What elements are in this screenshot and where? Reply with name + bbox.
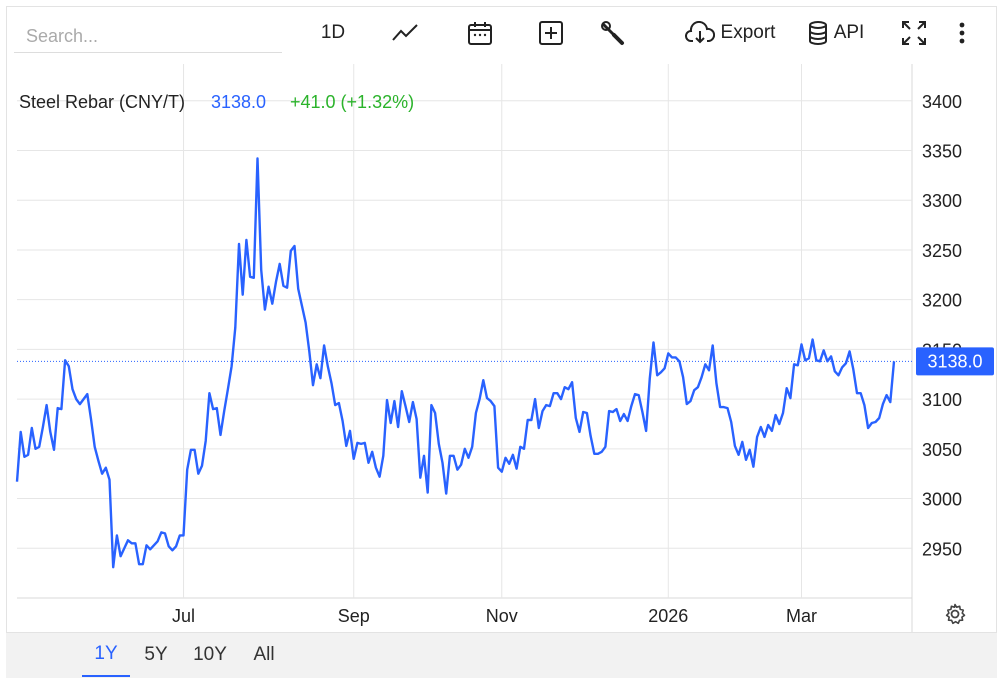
price-line — [15, 157, 896, 569]
x-tick-label: Mar — [786, 606, 817, 626]
api-label: API — [833, 22, 865, 43]
y-tick-label: 3300 — [922, 191, 962, 211]
gear-icon — [945, 603, 966, 625]
y-axis: 2950300030503100315032003250330033503400 — [922, 92, 962, 559]
indicators-button[interactable] — [594, 14, 632, 52]
export-button[interactable]: Export — [680, 14, 780, 52]
y-tick-label: 3100 — [922, 390, 962, 410]
chart-type-button[interactable] — [384, 14, 426, 52]
interval-button[interactable]: 1D — [312, 14, 354, 52]
range-1y[interactable]: 1Y — [82, 633, 130, 677]
range-10y[interactable]: 10Y — [193, 644, 227, 665]
fullscreen-icon — [902, 21, 926, 45]
legend: Steel Rebar (CNY/T) 3138.0 +41.0 (+1.32%… — [19, 92, 414, 112]
y-tick-label: 3200 — [922, 291, 962, 311]
y-tick-label: 3350 — [922, 142, 962, 162]
range-all[interactable]: All — [253, 644, 275, 665]
wrench-icon — [601, 21, 624, 45]
y-tick-label: 3400 — [922, 92, 962, 112]
x-tick-label: Nov — [486, 606, 518, 626]
y-tick-label: 2950 — [922, 539, 962, 559]
x-tick-label: 2026 — [648, 606, 688, 626]
more-button[interactable] — [950, 14, 974, 52]
range-bar: 1Y 5Y 10Y All — [6, 632, 997, 678]
line-chart-icon — [392, 24, 418, 41]
legend-symbol: Steel Rebar (CNY/T) — [19, 92, 185, 112]
last-price-tag-label: 3138.0 — [927, 351, 982, 371]
compare-add-icon — [539, 21, 563, 45]
more-vertical-icon — [959, 22, 965, 44]
interval-label: 1D — [320, 22, 346, 43]
fullscreen-button[interactable] — [896, 14, 932, 52]
chart-grid — [17, 64, 913, 632]
database-icon — [808, 21, 827, 45]
legend-last-value: 3138.0 — [211, 92, 266, 112]
x-tick-label: Jul — [172, 606, 195, 626]
y-tick-label: 3050 — [922, 440, 962, 460]
x-axis: Jul Sep Nov 2026 Mar — [172, 606, 817, 626]
compare-button[interactable] — [532, 14, 570, 52]
legend-change: +41.0 (+1.32%) — [290, 92, 414, 112]
last-price-tag: 3138.0 — [916, 347, 994, 376]
calendar-icon — [468, 22, 492, 45]
y-tick-label: 3250 — [922, 241, 962, 261]
cloud-download-icon — [684, 21, 715, 44]
chart-settings-button[interactable] — [944, 603, 966, 630]
export-label: Export — [720, 22, 776, 43]
toolbar: 1D Export API — [0, 0, 1001, 64]
search-input[interactable] — [14, 20, 282, 53]
date-range-button[interactable] — [460, 14, 500, 52]
y-tick-label: 3000 — [922, 490, 962, 510]
x-tick-label: Sep — [338, 606, 370, 626]
range-5y[interactable]: 5Y — [144, 644, 168, 665]
api-button[interactable]: API — [804, 14, 868, 52]
